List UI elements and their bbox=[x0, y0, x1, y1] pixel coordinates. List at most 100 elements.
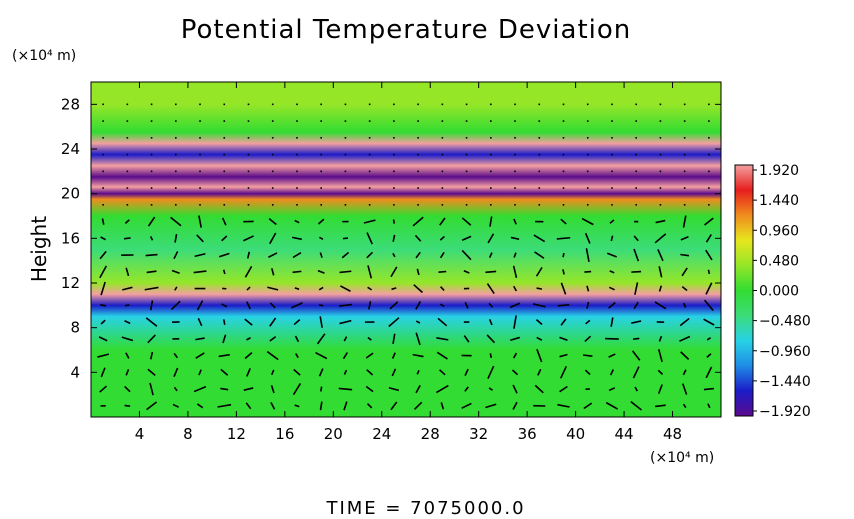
wind-arrow bbox=[100, 319, 106, 325]
wind-arrow bbox=[294, 287, 300, 291]
wind-arrow bbox=[221, 235, 228, 242]
wind-arrow bbox=[343, 336, 348, 342]
wind-dot bbox=[490, 170, 492, 173]
wind-arrow bbox=[147, 216, 156, 227]
wind-dot bbox=[344, 103, 347, 106]
wind-arrow bbox=[704, 217, 714, 226]
wind-arrow bbox=[658, 335, 663, 342]
wind-dot bbox=[683, 153, 686, 156]
wind-dot bbox=[417, 187, 419, 189]
time-label: TIME = 7075000.0 bbox=[325, 498, 525, 519]
chart-title: Potential Temperature Deviation bbox=[181, 15, 632, 45]
wind-arrow bbox=[534, 251, 545, 259]
wind-dot bbox=[393, 120, 395, 122]
wind-dot bbox=[271, 103, 274, 106]
wind-arrow bbox=[246, 251, 251, 259]
wind-arrow bbox=[608, 353, 616, 358]
wind-dot bbox=[223, 120, 226, 122]
wind-arrow bbox=[560, 318, 567, 326]
wind-arrow bbox=[607, 252, 617, 258]
wind-arrow bbox=[218, 252, 230, 258]
wind-arrow bbox=[513, 218, 517, 225]
wind-arrow bbox=[631, 270, 642, 273]
wind-arrow bbox=[268, 218, 277, 226]
wind-dot bbox=[296, 187, 298, 189]
wind-arrow bbox=[391, 352, 396, 359]
x-tick-label: 8 bbox=[183, 425, 193, 443]
wind-arrow bbox=[633, 301, 639, 309]
wind-arrow bbox=[170, 300, 181, 311]
wind-arrow bbox=[608, 387, 616, 392]
wind-arrow bbox=[173, 386, 178, 392]
wind-arrow bbox=[145, 317, 158, 327]
wind-arrow bbox=[485, 403, 497, 409]
wind-dot bbox=[175, 120, 177, 122]
wind-arrow bbox=[608, 301, 616, 309]
wind-arrow bbox=[440, 402, 445, 410]
x-tick-label: 20 bbox=[324, 425, 343, 443]
wind-arrow bbox=[319, 252, 323, 258]
wind-dot bbox=[611, 187, 613, 189]
wind-arrow bbox=[196, 403, 204, 409]
wind-arrow bbox=[440, 303, 445, 308]
wind-arrow bbox=[605, 337, 619, 340]
wind-arrow bbox=[149, 382, 154, 396]
wind-dot bbox=[490, 137, 492, 139]
wind-arrow bbox=[390, 266, 398, 278]
wind-arrow bbox=[145, 253, 158, 257]
wind-arrow bbox=[339, 319, 352, 325]
wind-dot bbox=[199, 103, 201, 106]
wind-arrow bbox=[488, 318, 493, 326]
wind-dot bbox=[320, 103, 322, 106]
colorbar bbox=[734, 164, 754, 417]
wind-arrow bbox=[581, 217, 594, 226]
wind-arrow bbox=[682, 403, 687, 409]
wind-arrow bbox=[149, 300, 154, 311]
colorbar-tick-label: 0.960 bbox=[759, 223, 799, 239]
wind-arrow bbox=[221, 217, 227, 226]
colorbar-tick-label: −0.480 bbox=[759, 314, 811, 330]
wind-dot bbox=[126, 137, 129, 139]
wind-arrow bbox=[706, 337, 712, 341]
wind-dot bbox=[199, 187, 201, 189]
wind-dot bbox=[247, 187, 250, 189]
wind-arrow bbox=[388, 387, 400, 392]
wind-arrow bbox=[705, 234, 712, 243]
wind-dot bbox=[223, 153, 226, 156]
wind-arrow bbox=[366, 251, 374, 259]
wind-arrow bbox=[392, 234, 396, 242]
wind-dot bbox=[271, 137, 274, 139]
wind-arrow bbox=[488, 387, 493, 391]
wind-arrow bbox=[340, 285, 351, 292]
wind-dot bbox=[150, 137, 153, 139]
wind-arrow bbox=[535, 266, 543, 277]
wind-dot bbox=[344, 153, 347, 156]
wind-arrow bbox=[171, 269, 180, 274]
wind-arrow bbox=[292, 383, 302, 396]
wind-dot bbox=[344, 204, 347, 206]
wind-dot bbox=[150, 187, 153, 189]
wind-arrow bbox=[270, 268, 275, 276]
wind-dot bbox=[659, 137, 662, 139]
wind-dot bbox=[344, 137, 347, 139]
wind-arrow bbox=[634, 282, 639, 295]
wind-arrow bbox=[291, 302, 303, 309]
wind-arrow bbox=[124, 219, 130, 224]
wind-arrow bbox=[557, 403, 570, 408]
wind-dot bbox=[611, 170, 613, 173]
wind-dot bbox=[320, 170, 322, 173]
wind-arrow bbox=[244, 265, 253, 278]
wind-arrow bbox=[144, 286, 159, 291]
wind-arrow bbox=[658, 285, 663, 292]
wind-arrow bbox=[99, 385, 108, 393]
wind-dot bbox=[441, 204, 444, 206]
wind-arrow bbox=[270, 369, 275, 376]
wind-dot bbox=[562, 204, 565, 206]
wind-dot bbox=[562, 153, 565, 156]
wind-arrow bbox=[533, 234, 546, 243]
wind-arrow bbox=[222, 269, 226, 275]
wind-arrow bbox=[293, 318, 301, 326]
wind-arrow bbox=[243, 387, 254, 391]
wind-dot bbox=[296, 170, 298, 173]
y-tick-label: 20 bbox=[61, 185, 80, 203]
